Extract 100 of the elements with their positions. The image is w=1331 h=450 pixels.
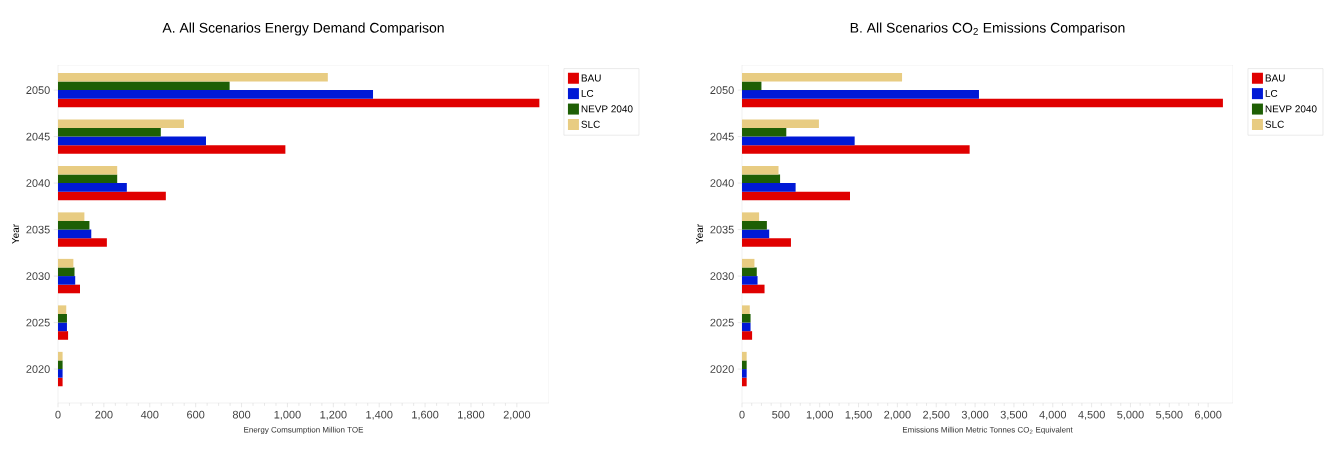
bar bbox=[58, 136, 206, 146]
bar bbox=[742, 90, 979, 99]
bar bbox=[58, 174, 118, 184]
bar bbox=[742, 98, 1223, 108]
bar bbox=[58, 305, 67, 314]
bar bbox=[742, 174, 781, 184]
legend-label: SLC bbox=[1265, 120, 1284, 128]
chart-title: B. All Scenarios CO$_{2}$ Emissions Comparison bbox=[850, 22, 1125, 36]
bar bbox=[58, 331, 69, 340]
legend-label: SLC bbox=[581, 120, 600, 128]
bar bbox=[742, 220, 767, 230]
y-tick-label: 2035 bbox=[710, 225, 734, 234]
bar bbox=[58, 145, 286, 154]
x-tick-label: 0 bbox=[739, 410, 745, 419]
bar bbox=[58, 267, 75, 277]
bar bbox=[58, 360, 63, 370]
y-axis-title: Year bbox=[696, 224, 704, 244]
bar bbox=[58, 276, 76, 285]
x-tick-label: 1,500 bbox=[845, 410, 872, 420]
x-tick-label: 3,000 bbox=[961, 410, 989, 420]
y-tick-label: 2045 bbox=[26, 132, 50, 141]
legend-label: LC bbox=[1265, 89, 1278, 97]
bar bbox=[58, 220, 90, 230]
bar bbox=[58, 128, 161, 137]
bar bbox=[58, 98, 540, 108]
bar bbox=[742, 360, 747, 370]
bar bbox=[58, 238, 107, 247]
x-tick-label: 200 bbox=[95, 410, 113, 419]
bar bbox=[742, 212, 760, 221]
bar bbox=[742, 238, 791, 247]
x-tick-label: 1,000 bbox=[274, 410, 301, 420]
legend-label: NEVP 2040 bbox=[1265, 105, 1317, 113]
y-tick-label: 2025 bbox=[26, 318, 50, 327]
bar bbox=[742, 136, 855, 146]
y-tick-label: 2050 bbox=[26, 86, 50, 94]
bar bbox=[742, 377, 747, 387]
bar bbox=[58, 313, 67, 323]
bar bbox=[58, 165, 118, 175]
y-tick-label: 2040 bbox=[26, 179, 50, 187]
bar bbox=[58, 81, 230, 91]
bar bbox=[742, 128, 787, 137]
bar bbox=[742, 313, 751, 323]
x-tick-label: 5,500 bbox=[1156, 410, 1183, 420]
x-tick-label: 500 bbox=[772, 410, 790, 419]
x-tick-label: 1,400 bbox=[366, 410, 393, 420]
y-tick-label: 2020 bbox=[26, 365, 50, 373]
legend-label: BAU bbox=[1265, 74, 1285, 82]
bar bbox=[742, 369, 747, 378]
bar bbox=[742, 267, 757, 277]
bar bbox=[742, 119, 819, 128]
y-tick-label: 2040 bbox=[710, 179, 734, 187]
x-tick-label: 800 bbox=[232, 410, 251, 419]
bar bbox=[742, 284, 765, 294]
chart-title: A. All Scenarios Energy Demand Comparison bbox=[162, 22, 444, 36]
bar bbox=[58, 322, 67, 332]
x-tick-label: 600 bbox=[187, 410, 205, 419]
y-tick-label: 2030 bbox=[710, 272, 734, 280]
y-tick-label: 2045 bbox=[710, 132, 734, 141]
x-tick-label: 2,000 bbox=[503, 410, 531, 420]
x-tick-label: 1,000 bbox=[806, 410, 833, 420]
bar bbox=[58, 258, 74, 268]
y-tick-label: 2030 bbox=[26, 272, 50, 280]
y-axis-title: Year bbox=[12, 224, 20, 244]
bar bbox=[58, 191, 166, 201]
bar bbox=[742, 229, 770, 239]
y-tick-label: 2050 bbox=[710, 86, 734, 94]
y-tick-label: 2020 bbox=[710, 365, 734, 373]
x-tick-label: 0 bbox=[55, 410, 61, 419]
bar bbox=[742, 81, 762, 91]
bar bbox=[742, 322, 751, 332]
x-tick-label: 5,000 bbox=[1117, 410, 1144, 420]
bar bbox=[742, 72, 903, 82]
bar bbox=[58, 119, 184, 128]
bar bbox=[742, 351, 747, 361]
bar bbox=[58, 229, 92, 239]
x-tick-label: 1,200 bbox=[320, 410, 347, 420]
bar bbox=[742, 183, 796, 192]
bar bbox=[742, 276, 758, 285]
bar bbox=[58, 183, 127, 192]
bar bbox=[58, 369, 63, 378]
bar bbox=[742, 258, 755, 268]
bar bbox=[742, 145, 970, 154]
bar bbox=[58, 212, 85, 221]
x-tick-label: 3,500 bbox=[1000, 410, 1028, 420]
bar bbox=[742, 305, 750, 314]
x-tick-label: 1,800 bbox=[458, 410, 485, 420]
legend-label: BAU bbox=[581, 74, 601, 82]
legend-label: NEVP 2040 bbox=[581, 105, 633, 113]
x-tick-label: 1,600 bbox=[412, 410, 439, 420]
bar bbox=[58, 90, 374, 99]
y-tick-label: 2035 bbox=[26, 225, 50, 234]
bar bbox=[58, 284, 81, 294]
legend-label: LC bbox=[581, 89, 594, 97]
bar bbox=[58, 351, 63, 361]
x-tick-label: 2,000 bbox=[884, 410, 911, 420]
bar bbox=[58, 377, 63, 387]
x-tick-label: 4,000 bbox=[1039, 410, 1067, 420]
x-tick-label: 2,500 bbox=[923, 410, 950, 420]
x-tick-label: 4,500 bbox=[1078, 410, 1105, 420]
bar bbox=[742, 191, 850, 201]
